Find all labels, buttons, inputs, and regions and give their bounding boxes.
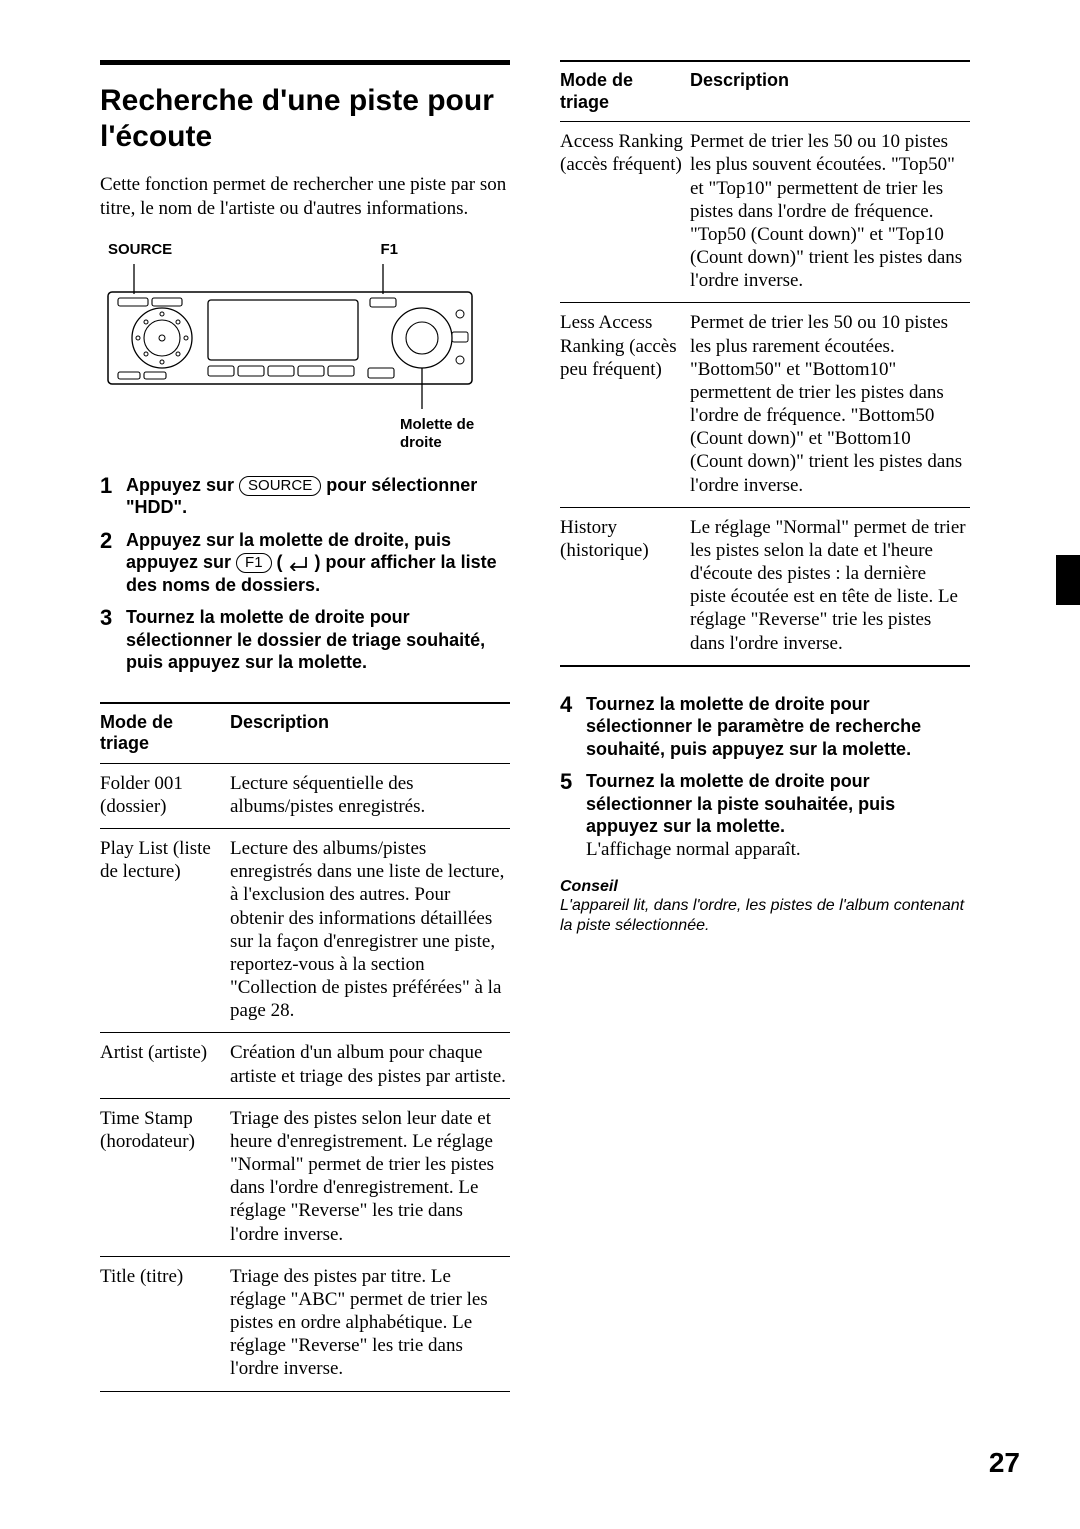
th-desc: Description (230, 703, 510, 764)
label-f1: F1 (380, 241, 398, 258)
th-desc: Description (690, 61, 970, 122)
desc-cell: Création d'un album pour chaque artiste … (230, 1033, 510, 1098)
th-mode: Mode de triage (560, 61, 690, 122)
device-diagram (100, 264, 480, 409)
table-row: Less Access Ranking (accès peu fréquent)… (560, 303, 970, 507)
th-mode: Mode de triage (100, 703, 230, 764)
step-text: Tournez la molette de droite pour sélect… (126, 606, 510, 674)
step-number: 3 (100, 606, 126, 674)
step-2: 2 Appuyez sur la molette de droite, puis… (100, 529, 510, 597)
table-row: Title (titre)Triage des pistes par titre… (100, 1256, 510, 1391)
table-row: Time Stamp (horodateur)Triage des pistes… (100, 1098, 510, 1256)
step-text-part: ( (272, 552, 288, 572)
mode-cell: Folder 001 (dossier) (100, 763, 230, 828)
steps-right: 4 Tournez la molette de droite pour séle… (560, 693, 970, 862)
mode-table-left: Mode de triage Description Folder 001 (d… (100, 702, 510, 1392)
step-after-text: L'affichage normal apparaît. (586, 839, 801, 860)
mode-cell: Title (titre) (100, 1256, 230, 1391)
two-column-layout: Recherche d'une piste pour l'écoute Cett… (100, 60, 1010, 1392)
step-number: 2 (100, 529, 126, 597)
step-text-part: Appuyez sur (126, 475, 239, 495)
steps-left: 1 Appuyez sur SOURCE pour sélectionner "… (100, 474, 510, 674)
diagram-top-labels: SOURCE F1 (108, 241, 398, 258)
step-3: 3 Tournez la molette de droite pour séle… (100, 606, 510, 674)
step-text-part: Tournez la molette de droite pour sélect… (586, 771, 895, 836)
intro-text: Cette fonction permet de rechercher une … (100, 173, 510, 221)
conseil-heading: Conseil (560, 878, 970, 896)
mode-cell: Access Ranking (accès fréquent) (560, 122, 690, 303)
table-row: History (historique)Le réglage "Normal" … (560, 507, 970, 666)
step-1: 1 Appuyez sur SOURCE pour sélectionner "… (100, 474, 510, 519)
step-number: 1 (100, 474, 126, 519)
page-title: Recherche d'une piste pour l'écoute (100, 83, 510, 155)
step-number: 5 (560, 770, 586, 861)
desc-cell: Lecture séquentielle des albums/pistes e… (230, 763, 510, 828)
mode-cell: History (historique) (560, 507, 690, 666)
step-number: 4 (560, 693, 586, 761)
page-number: 27 (989, 1447, 1020, 1479)
label-molette-text: Molette de droite (400, 416, 474, 451)
mode-table-right: Mode de triage Description Access Rankin… (560, 60, 970, 667)
desc-cell: Triage des pistes selon leur date et heu… (230, 1098, 510, 1256)
mode-cell: Less Access Ranking (accès peu fréquent) (560, 303, 690, 507)
desc-cell: Triage des pistes par titre. Le réglage … (230, 1256, 510, 1391)
desc-cell: Le réglage "Normal" permet de trier les … (690, 507, 970, 666)
f1-pill: F1 (236, 553, 272, 573)
mode-cell: Artist (artiste) (100, 1033, 230, 1098)
mode-cell: Time Stamp (horodateur) (100, 1098, 230, 1256)
step-text: Tournez la molette de droite pour sélect… (586, 770, 970, 861)
table-row: Artist (artiste)Création d'un album pour… (100, 1033, 510, 1098)
column-left: Recherche d'une piste pour l'écoute Cett… (100, 60, 510, 1392)
table-row: Access Ranking (accès fréquent)Permet de… (560, 122, 970, 303)
source-pill: SOURCE (239, 476, 321, 496)
title-rule (100, 60, 510, 65)
desc-cell: Permet de trier les 50 ou 10 pistes les … (690, 122, 970, 303)
desc-cell: Permet de trier les 50 ou 10 pistes les … (690, 303, 970, 507)
step-text: Appuyez sur SOURCE pour sélectionner "HD… (126, 474, 510, 519)
step-text: Appuyez sur la molette de droite, puis a… (126, 529, 510, 597)
desc-cell: Lecture des albums/pistes enregistrés da… (230, 829, 510, 1033)
return-icon (288, 555, 310, 571)
conseil-body: L'appareil lit, dans l'ordre, les pistes… (560, 896, 970, 936)
step-text: Tournez la molette de droite pour sélect… (586, 693, 970, 761)
table-row: Folder 001 (dossier)Lecture séquentielle… (100, 763, 510, 828)
column-right: Mode de triage Description Access Rankin… (560, 60, 970, 1392)
edge-tab (1056, 555, 1080, 605)
label-source: SOURCE (108, 241, 172, 258)
mode-cell: Play List (liste de lecture) (100, 829, 230, 1033)
table-row: Play List (liste de lecture)Lecture des … (100, 829, 510, 1033)
label-molette: Molette de droite (400, 416, 510, 452)
step-4: 4 Tournez la molette de droite pour séle… (560, 693, 970, 761)
step-5: 5 Tournez la molette de droite pour séle… (560, 770, 970, 861)
